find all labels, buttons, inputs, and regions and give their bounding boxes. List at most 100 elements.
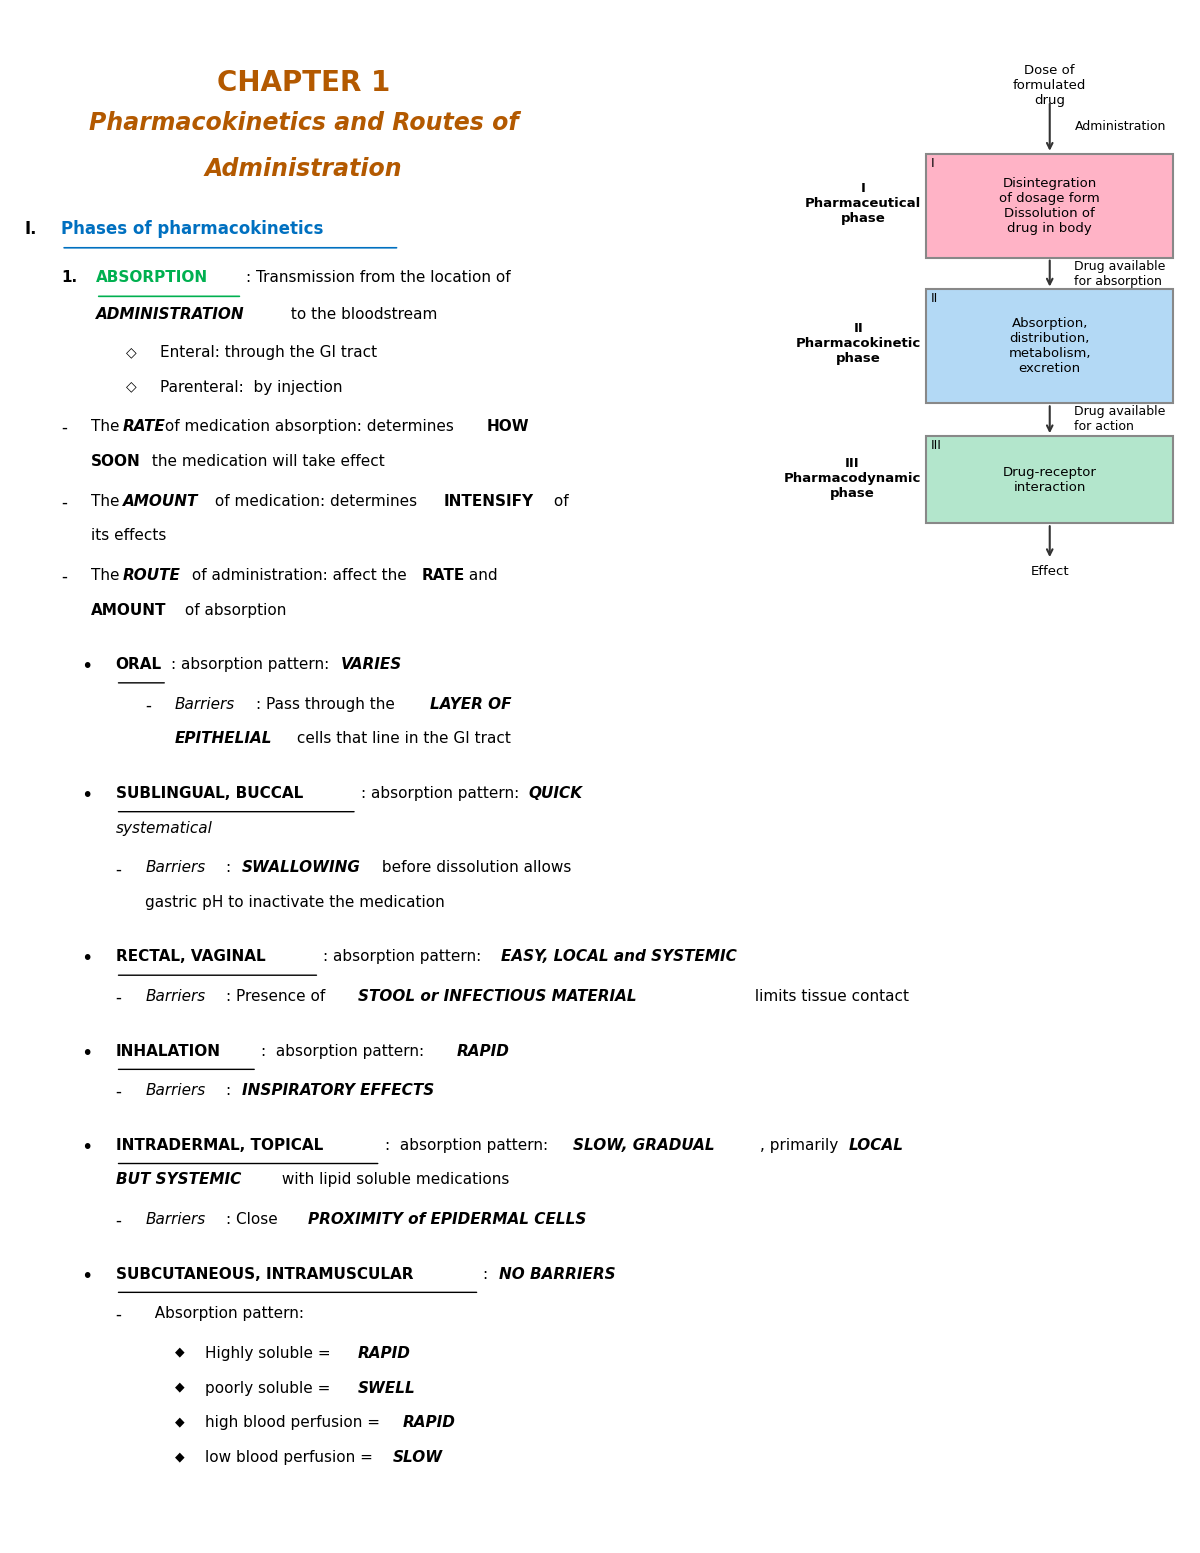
Text: Barriers: Barriers [145, 989, 205, 1005]
Text: RAPID: RAPID [457, 1044, 510, 1059]
Text: ABSORPTION: ABSORPTION [96, 270, 208, 284]
Text: RAPID: RAPID [402, 1415, 455, 1430]
Text: low blood perfusion =: low blood perfusion = [205, 1451, 377, 1464]
Text: poorly soluble =: poorly soluble = [205, 1381, 335, 1396]
Text: •: • [82, 1044, 92, 1062]
Text: ROUTE: ROUTE [122, 568, 180, 582]
Text: The: The [91, 419, 125, 435]
Text: BUT SYSTEMIC: BUT SYSTEMIC [115, 1173, 241, 1188]
Text: of medication absorption: determines: of medication absorption: determines [160, 419, 458, 435]
Text: Pharmacokinetics and Routes of: Pharmacokinetics and Routes of [89, 110, 518, 135]
Text: Disintegration
of dosage form
Dissolution of
drug in body: Disintegration of dosage form Dissolutio… [1000, 177, 1100, 235]
Text: the medication will take effect: the medication will take effect [148, 453, 385, 469]
Text: Absorption,
distribution,
metabolism,
excretion: Absorption, distribution, metabolism, ex… [1008, 317, 1091, 376]
Text: SUBCUTANEOUS, INTRAMUSCULAR: SUBCUTANEOUS, INTRAMUSCULAR [115, 1267, 413, 1281]
Text: SWALLOWING: SWALLOWING [242, 860, 361, 876]
Text: AMOUNT: AMOUNT [122, 494, 198, 508]
Text: SOON: SOON [91, 453, 140, 469]
Text: -: - [115, 1211, 121, 1230]
Text: ◆: ◆ [175, 1346, 185, 1359]
Text: gastric pH to inactivate the medication: gastric pH to inactivate the medication [145, 895, 445, 910]
Text: systematical: systematical [115, 820, 212, 836]
Text: RATE: RATE [422, 568, 466, 582]
Text: 1.: 1. [61, 270, 78, 284]
Text: INSPIRATORY EFFECTS: INSPIRATORY EFFECTS [242, 1084, 434, 1098]
Text: of: of [548, 494, 569, 508]
Text: Administration: Administration [205, 157, 402, 180]
Text: RAPID: RAPID [358, 1346, 410, 1360]
Text: -: - [61, 419, 67, 438]
Text: before dissolution allows: before dissolution allows [377, 860, 571, 876]
Text: AMOUNT: AMOUNT [91, 603, 167, 618]
FancyBboxPatch shape [926, 436, 1174, 523]
Text: limits tissue contact: limits tissue contact [750, 989, 910, 1005]
Text: II
Pharmacokinetic
phase: II Pharmacokinetic phase [796, 323, 922, 365]
Text: -: - [61, 568, 67, 585]
Text: II: II [931, 292, 938, 306]
Text: The: The [91, 568, 125, 582]
Text: :: : [227, 860, 236, 876]
Text: SUBLINGUAL, BUCCAL: SUBLINGUAL, BUCCAL [115, 786, 302, 801]
Text: of absorption: of absorption [180, 603, 287, 618]
Text: CHAPTER 1: CHAPTER 1 [217, 70, 390, 98]
Text: ◆: ◆ [175, 1415, 185, 1429]
Text: Drug-receptor
interaction: Drug-receptor interaction [1003, 466, 1097, 494]
Text: with lipid soluble medications: with lipid soluble medications [277, 1173, 509, 1188]
Text: INTENSIFY: INTENSIFY [444, 494, 534, 508]
Text: :  absorption pattern:: : absorption pattern: [384, 1138, 557, 1152]
Text: :: : [227, 1084, 236, 1098]
Text: Barriers: Barriers [175, 697, 235, 711]
Text: •: • [82, 1267, 92, 1286]
Text: :: : [484, 1267, 498, 1281]
Text: cells that line in the GI tract: cells that line in the GI tract [292, 731, 510, 747]
Text: •: • [82, 657, 92, 676]
Text: Enteral: through the GI tract: Enteral: through the GI tract [160, 345, 377, 360]
Text: of administration: affect the: of administration: affect the [187, 568, 412, 582]
Text: HOW: HOW [486, 419, 529, 435]
Text: EASY, LOCAL and SYSTEMIC: EASY, LOCAL and SYSTEMIC [502, 949, 737, 964]
Text: Drug available
for action: Drug available for action [1074, 405, 1166, 433]
Text: I.: I. [25, 221, 37, 238]
Text: ◇: ◇ [126, 345, 136, 359]
Text: : absorption pattern:: : absorption pattern: [172, 657, 334, 672]
Text: : Presence of: : Presence of [227, 989, 330, 1005]
Text: •: • [82, 949, 92, 969]
Text: III
Pharmacodynamic
phase: III Pharmacodynamic phase [784, 457, 922, 500]
Text: I
Pharmaceutical
phase: I Pharmaceutical phase [805, 182, 922, 225]
Text: Highly soluble =: Highly soluble = [205, 1346, 335, 1360]
Text: ◆: ◆ [175, 1381, 185, 1393]
Text: : Close: : Close [227, 1211, 283, 1227]
Text: : Transmission from the location of: : Transmission from the location of [246, 270, 511, 284]
Text: to the bloodstream: to the bloodstream [286, 307, 437, 321]
Text: Barriers: Barriers [145, 1084, 205, 1098]
Text: ORAL: ORAL [115, 657, 162, 672]
Text: :  absorption pattern:: : absorption pattern: [260, 1044, 428, 1059]
Text: Dose of
formulated
drug: Dose of formulated drug [1013, 64, 1086, 107]
FancyBboxPatch shape [926, 289, 1174, 404]
Text: VARIES: VARIES [341, 657, 402, 672]
Text: Barriers: Barriers [145, 860, 205, 876]
Text: Barriers: Barriers [145, 1211, 205, 1227]
Text: : absorption pattern:: : absorption pattern: [361, 786, 524, 801]
Text: -: - [145, 697, 151, 714]
Text: -: - [115, 1084, 121, 1101]
Text: Parenteral:  by injection: Parenteral: by injection [160, 379, 343, 394]
Text: •: • [82, 1138, 92, 1157]
Text: -: - [61, 494, 67, 511]
Text: •: • [82, 786, 92, 804]
Text: ◇: ◇ [126, 379, 136, 393]
Text: SWELL: SWELL [358, 1381, 415, 1396]
Text: Phases of pharmacokinetics: Phases of pharmacokinetics [61, 221, 324, 238]
Text: -: - [115, 860, 121, 879]
Text: The: The [91, 494, 125, 508]
Text: III: III [931, 439, 942, 452]
Text: RATE: RATE [122, 419, 166, 435]
FancyBboxPatch shape [926, 154, 1174, 258]
Text: RECTAL, VAGINAL: RECTAL, VAGINAL [115, 949, 265, 964]
Text: PROXIMITY of EPIDERMAL CELLS: PROXIMITY of EPIDERMAL CELLS [308, 1211, 587, 1227]
Text: ADMINISTRATION: ADMINISTRATION [96, 307, 245, 321]
Text: its effects: its effects [91, 528, 167, 544]
Text: -: - [115, 989, 121, 1006]
Text: and: and [463, 568, 497, 582]
Text: LAYER OF: LAYER OF [430, 697, 511, 711]
